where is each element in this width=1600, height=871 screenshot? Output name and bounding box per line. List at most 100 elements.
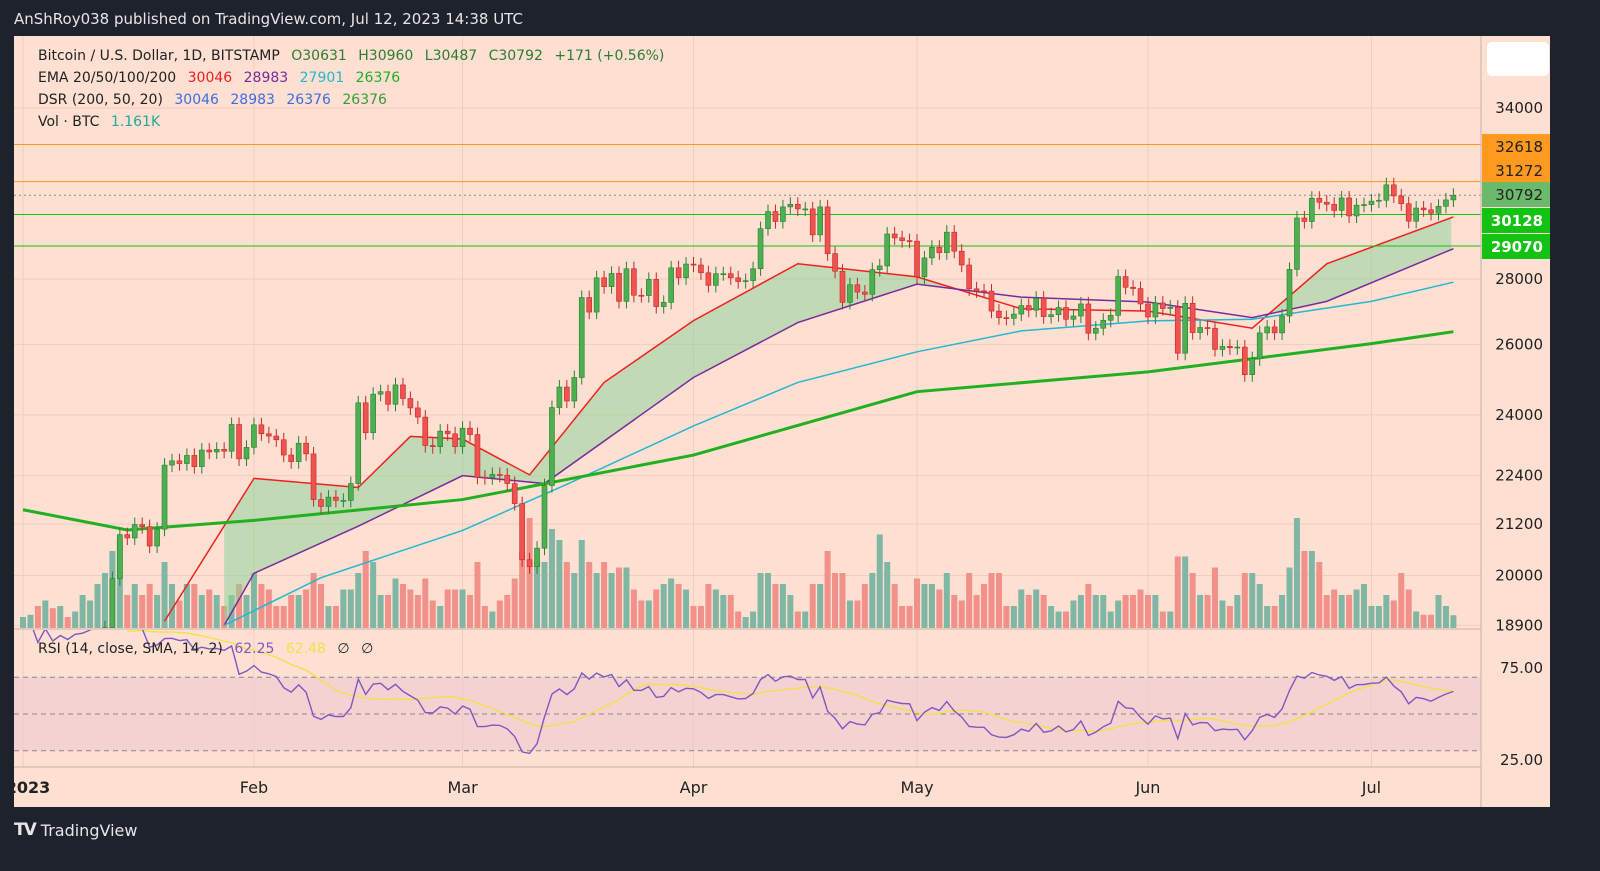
volume-bar [616,567,622,628]
candle-body [333,496,339,501]
price-tick-label: 24000 [1495,406,1543,424]
volume-bar [1331,589,1338,628]
price-chart[interactable]: 34000 28000 26000 24000 22400 21200 20000 18900… [14,36,1550,807]
candle-body [958,250,965,266]
volume-bar [1070,600,1077,628]
candle-body [169,460,175,466]
volume-bar [1256,584,1263,628]
volume-bar [57,606,64,628]
candle-body [1219,346,1226,350]
volume-bar [697,606,704,628]
volume-bar [101,573,108,628]
volume-bar [1435,595,1442,628]
price-pane [14,144,1481,628]
candle-body [1122,276,1129,288]
volume-bar [206,589,213,628]
volume-bar [49,608,56,628]
ohlc-change: +171 (+0.56%) [554,48,665,64]
candle-body [1361,204,1367,206]
volume-bar [1077,595,1084,628]
volume-bar [1398,573,1405,628]
volume-bar [1353,589,1360,628]
volume-bar [1405,589,1412,628]
candle-body [303,442,309,455]
volume-bar [318,584,324,628]
candle-body [653,279,660,307]
volume-bar [802,611,809,628]
dsr-value-1: 30046 [174,92,219,108]
candle-body [243,447,250,460]
candle-body [698,264,704,274]
candle-body [638,294,645,297]
volume-bar [1033,589,1040,628]
candle-body [1294,217,1300,270]
candle-body [735,277,742,282]
candle-body [228,424,235,452]
volume-bar [869,573,876,628]
tradingview-logo[interactable]: TV TradingView [14,820,137,840]
candle-body [1309,197,1315,222]
candle-body [1413,207,1419,222]
candle-body [534,547,540,568]
time-tick-label: 2023 [14,778,50,797]
candle-body [981,290,987,293]
volume-bar [124,595,131,628]
time-tick-label: Mar [447,778,478,797]
candle-body [1323,201,1330,205]
volume-value: 1.161K [110,114,161,130]
candle-body [161,464,168,530]
chart-frame[interactable]: 34000 28000 26000 24000 22400 21200 20000 18900… [14,36,1550,807]
candle-body [1368,200,1375,205]
volume-bar [1182,556,1189,628]
ema-line-50 [223,247,1454,626]
candle-body [1197,327,1203,333]
candle-body [1018,305,1025,315]
volume-bar [414,595,421,628]
price-tick-label: 20000 [1495,566,1543,584]
candle-body [1249,358,1256,375]
volume-bar [660,584,667,628]
candle-body [340,500,347,502]
candle-body [489,474,496,478]
volume-bar [742,617,749,628]
price-label-text: 31272 [1495,162,1543,180]
candle-body [914,240,920,278]
volume-bar [355,573,362,628]
volume-bar [720,595,727,628]
candle-body [452,433,458,447]
volume-bar [131,584,138,628]
volume-bar [1279,595,1286,628]
candle-body [288,454,295,462]
volume-bar [988,573,995,628]
volume-bar [347,589,354,628]
time-tick-label: Jul [1361,778,1381,797]
volume-bar [1420,614,1427,628]
volume-bar [675,584,682,628]
ohlc-close: C30792 [488,48,543,64]
volume-bar [1442,606,1449,628]
candle-body [802,208,809,211]
candle-body [1338,197,1345,211]
volume-bar [1100,595,1107,628]
volume-bar [1264,606,1271,628]
candle-body [1055,307,1062,315]
volume-bar [496,600,503,628]
candle-body [213,448,220,453]
volume-bar [1241,573,1248,628]
rsi-sma-line [127,630,1454,732]
rsi-extra-1: ∅ [337,641,350,657]
volume-bar [370,562,377,628]
time-tick-label: Feb [240,778,268,797]
volume-bar [906,606,913,628]
dsr-value-4: 26376 [342,92,387,108]
candle-body [556,386,563,408]
candle-body [809,208,816,236]
volume-bar [250,573,257,628]
candle-body [310,453,317,500]
candle-body [817,206,823,236]
volume-bar [161,562,168,628]
volume-bar [213,595,220,628]
brand-name: TradingView [40,820,138,840]
volume-bar [876,534,883,628]
candle-body [385,391,391,405]
